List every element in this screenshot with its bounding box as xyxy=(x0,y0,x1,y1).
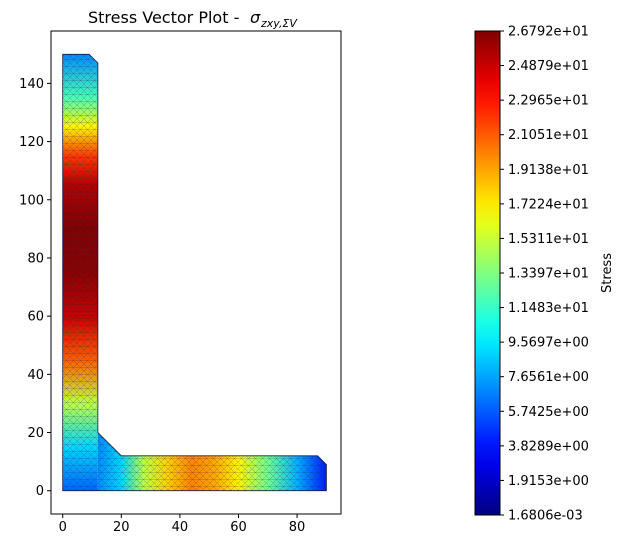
colorbar-tick-label: 1.7224e+01 xyxy=(508,197,589,212)
x-tick-label: 40 xyxy=(172,520,189,535)
y-axis: 0 20 40 60 80 100 120 140 xyxy=(19,77,51,499)
x-axis: 0 20 40 60 80 xyxy=(59,514,306,535)
x-tick-label: 60 xyxy=(230,520,247,535)
x-tick-label: 80 xyxy=(289,520,306,535)
section-outline xyxy=(62,53,327,492)
chart-title: Stress Vector Plot - σ zxy,ΣV xyxy=(88,8,298,30)
colorbar-tick-label: 2.2965e+01 xyxy=(508,94,589,109)
colorbar-tick-label: 2.4879e+01 xyxy=(508,59,589,74)
section-stress-field xyxy=(62,54,327,491)
y-tick-label: 80 xyxy=(27,251,44,266)
colorbar-tick-label: 1.5311e+01 xyxy=(508,232,589,247)
colorbar-label: Stress xyxy=(600,253,615,293)
colorbar-tick-label: 3.8289e+00 xyxy=(508,439,589,454)
colorbar-tick-label: 2.1051e+01 xyxy=(508,128,589,143)
y-tick-label: 20 xyxy=(27,426,44,441)
colorbar-tick-label: 1.3397e+01 xyxy=(508,266,589,281)
y-tick-label: 40 xyxy=(27,368,44,383)
plot-frame xyxy=(50,30,342,515)
colorbar-tick-label: 1.1483e+01 xyxy=(508,301,589,316)
chart-title-text: Stress Vector Plot - xyxy=(88,8,239,27)
y-tick-label: 0 xyxy=(36,484,44,499)
colorbar-tick-label: 7.6561e+00 xyxy=(508,370,589,385)
chart-title-sigma: σ xyxy=(250,8,261,27)
colorbar-tick-label: 5.7425e+00 xyxy=(508,405,589,420)
x-tick-label: 20 xyxy=(113,520,130,535)
chart-title-subscript: zxy,ΣV xyxy=(260,17,298,30)
colorbar-tick-label: 1.6806e-03 xyxy=(508,509,583,524)
y-tick-label: 140 xyxy=(19,77,44,92)
colorbar-tick-label: 1.9138e+01 xyxy=(508,163,589,178)
colorbar-tick-label: 9.5697e+00 xyxy=(508,336,589,351)
y-tick-label: 120 xyxy=(19,135,44,150)
colorbar xyxy=(474,30,501,516)
y-tick-label: 100 xyxy=(19,193,44,208)
colorbar-ticks: 2.6792e+01 2.4879e+01 2.2965e+01 2.1051e+01… xyxy=(500,25,589,524)
x-tick-label: 0 xyxy=(59,520,67,535)
colorbar-tick-label: 1.9153e+00 xyxy=(508,474,589,489)
colorbar-tick-label: 2.6792e+01 xyxy=(508,25,589,40)
y-tick-label: 60 xyxy=(27,310,44,325)
finite-element-mesh xyxy=(62,54,327,491)
